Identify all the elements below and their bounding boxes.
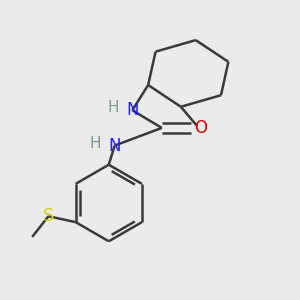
Text: N: N bbox=[108, 136, 121, 154]
Text: O: O bbox=[194, 119, 207, 137]
Text: H: H bbox=[107, 100, 119, 116]
Text: S: S bbox=[43, 207, 54, 225]
Text: N: N bbox=[126, 101, 139, 119]
Text: H: H bbox=[90, 136, 101, 151]
